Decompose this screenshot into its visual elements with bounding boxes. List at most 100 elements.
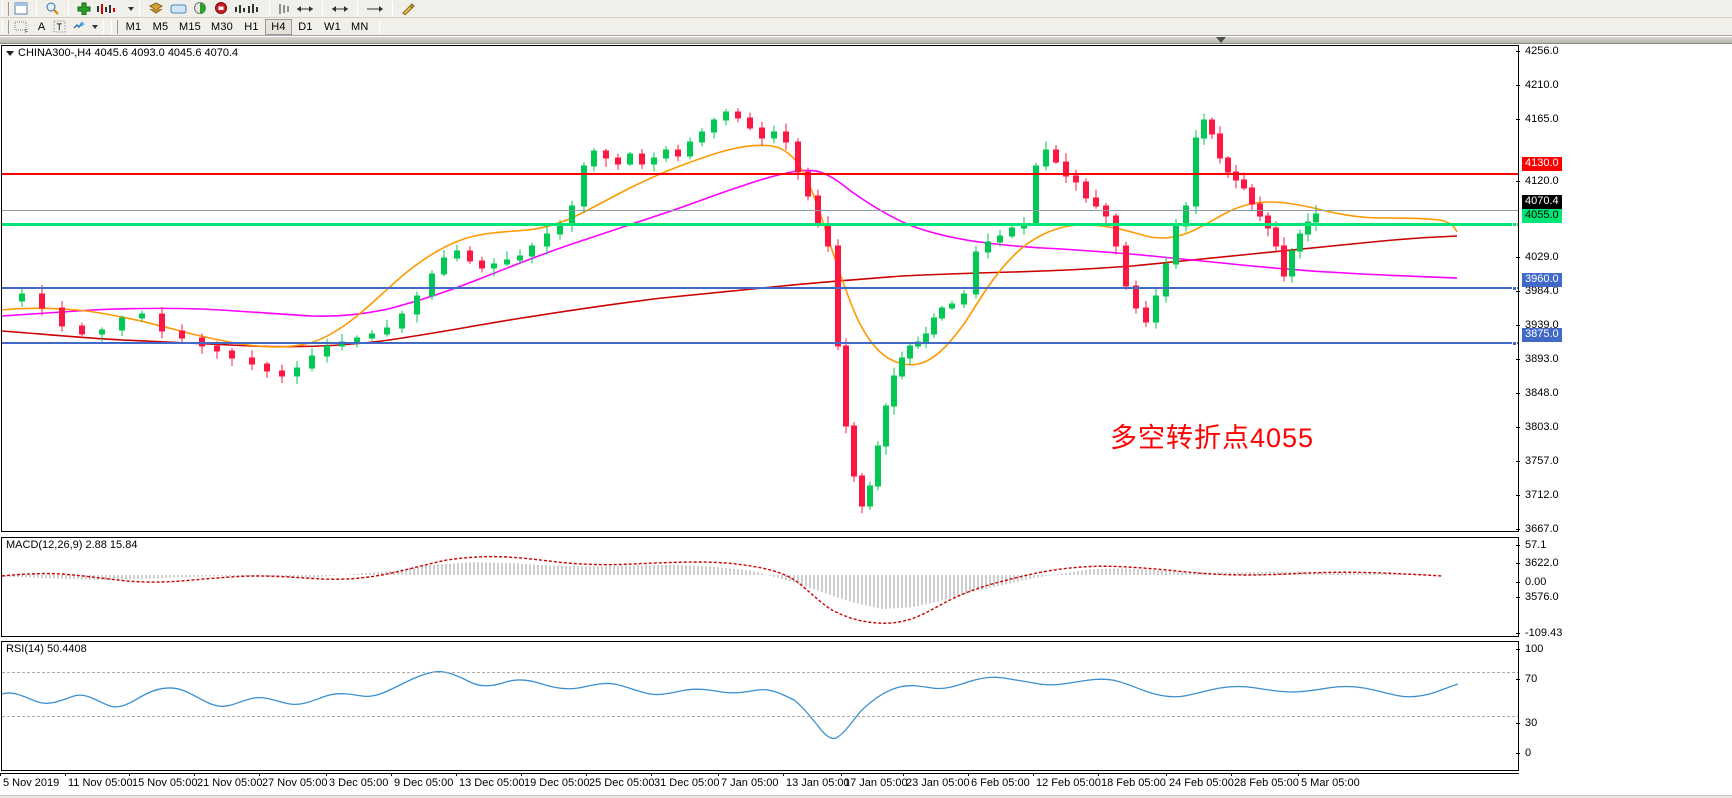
price-badge-4070[interactable]: 4070.4	[1522, 195, 1562, 209]
metaeditor-icon[interactable]	[211, 1, 232, 17]
autotrading-icon[interactable]	[94, 1, 126, 17]
level-line-4130[interactable]	[2, 173, 1518, 175]
price-badge-4130[interactable]: 4130.0	[1522, 157, 1562, 171]
zoom-out-icon[interactable]	[293, 1, 317, 17]
candlestick-series	[19, 108, 1319, 514]
price-tick: 3984.0	[1516, 285, 1559, 297]
main-toolbar[interactable]	[0, 0, 1732, 18]
price-badge-3960[interactable]: 3960.0	[1522, 273, 1562, 287]
date-label: 21 Nov 05:00	[193, 773, 263, 789]
tf-mn[interactable]: MN	[351, 20, 369, 33]
chart-annotation-text[interactable]: 多空转折点4055	[1110, 423, 1315, 453]
tf-h4[interactable]: H4	[265, 18, 292, 35]
price-tick: 3576.0	[1516, 591, 1559, 603]
level-line-3875[interactable]	[2, 342, 1518, 344]
level-line-4070[interactable]	[2, 210, 1518, 211]
date-label: 13 Jan 05:00	[783, 773, 850, 789]
level-line-4055[interactable]	[2, 223, 1518, 226]
macd-signal-line	[2, 555, 1443, 624]
templates-dropdown-icon[interactable]	[92, 24, 98, 29]
chart-symbol-label: CHINA300-,H4 4045.6 4093.0 4045.6 4070.4	[6, 47, 238, 59]
zoom-search-icon[interactable]	[42, 1, 63, 17]
data-window-icon[interactable]	[232, 1, 264, 17]
ma-mid-line	[2, 169, 1458, 317]
price-tick: 4165.0	[1516, 113, 1559, 125]
tf-m5[interactable]: M5	[152, 20, 169, 33]
indicators-icon[interactable]	[398, 1, 419, 17]
price-tick: 4210.0	[1516, 79, 1559, 91]
tf-d1[interactable]: D1	[298, 20, 313, 33]
price-tick: 3848.0	[1516, 387, 1559, 399]
new-chart-icon[interactable]	[11, 1, 31, 17]
date-label: 5 Mar 05:00	[1298, 773, 1360, 789]
price-badge-3875[interactable]: 3875.0	[1522, 328, 1562, 342]
toolbar-divider	[392, 1, 393, 16]
chart-window[interactable]: CHINA300-,H4 4045.6 4093.0 4045.6 4070.4…	[0, 37, 1732, 798]
crosshair-icon[interactable]: F	[11, 19, 33, 35]
new-order-icon[interactable]	[74, 1, 94, 17]
date-label: 7 Jan 05:00	[718, 773, 779, 789]
level-handle-4055[interactable]	[1512, 222, 1517, 227]
toolbar-divider	[103, 19, 104, 34]
macd-plot	[2, 555, 1451, 624]
rsi-tick: 30	[1515, 717, 1537, 729]
date-label: 31 Dec 05:00	[650, 773, 720, 789]
macd-tick: 0.00	[1515, 576, 1546, 588]
horizontal-scrollbar[interactable]	[0, 795, 1732, 798]
symbol-ohlc-text: CHINA300-,H4 4045.6 4093.0 4045.6 4070.4	[18, 47, 239, 59]
rsi-panel[interactable]: RSI(14) 50.4408	[1, 641, 1519, 771]
text-label-icon[interactable]: A	[37, 20, 46, 33]
macd-tick: -109.43	[1515, 627, 1562, 639]
chart-window-titlebar[interactable]	[0, 37, 1732, 44]
tf-m30[interactable]: M30	[211, 20, 233, 33]
date-label: 6 Feb 05:00	[968, 773, 1030, 789]
time-axis[interactable]: 5 Nov 2019 11 Nov 05:00 15 Nov 05:00 21 Nov…	[0, 773, 1519, 795]
chart-scroll-marker-icon[interactable]	[1216, 37, 1226, 43]
date-label: 28 Feb 05:00	[1231, 773, 1299, 789]
timeframe-grip[interactable]	[111, 19, 118, 34]
price-tick: 3893.0	[1516, 353, 1559, 365]
toolbar-divider	[378, 19, 380, 34]
tf-w1[interactable]: W1	[324, 20, 341, 33]
price-scale[interactable]: 4256.0 4210.0 4165.0 4120.0 4029.0 3984.…	[1515, 45, 1731, 771]
price-tick: 4029.0	[1516, 251, 1559, 263]
tf-m1[interactable]: M1	[125, 20, 142, 33]
date-label: 15 Nov 05:00	[128, 773, 198, 789]
date-label: 24 Feb 05:00	[1166, 773, 1234, 789]
bar-chart-icon[interactable]	[275, 1, 293, 17]
toolbar-grip-secondary[interactable]	[2, 19, 9, 34]
date-label: 9 Dec 05:00	[390, 773, 454, 789]
price-tick: 3803.0	[1516, 421, 1559, 433]
macd-tick: 57.1	[1515, 539, 1546, 551]
price-badge-4055[interactable]: 4055.0	[1522, 209, 1562, 223]
terminal-icon[interactable]	[167, 1, 190, 17]
line-studies-toolbar[interactable]: F A T M1 M5 M15 M30 H1 H4 D1 W1 MN	[0, 18, 1732, 36]
date-label: 13 Dec 05:00	[455, 773, 525, 789]
text-object-icon[interactable]: T	[50, 19, 69, 35]
level-handle-3960[interactable]	[1512, 286, 1517, 291]
chart-menu-triangle-icon[interactable]	[6, 50, 14, 56]
date-label: 5 Nov 2019	[0, 773, 60, 789]
price-panel[interactable]: CHINA300-,H4 4045.6 4093.0 4045.6 4070.4…	[1, 45, 1519, 532]
date-label: 11 Nov 05:00	[65, 773, 133, 789]
date-label: 25 Dec 05:00	[585, 773, 655, 789]
expert-advisor-icon[interactable]	[145, 1, 167, 17]
macd-panel[interactable]: MACD(12,26,9) 2.88 15.84	[1, 537, 1519, 637]
level-handle-3875[interactable]	[1512, 341, 1517, 346]
autotrading-dropdown-icon[interactable]	[128, 6, 134, 11]
price-tick: 3622.0	[1516, 557, 1559, 569]
price-tick: 3712.0	[1516, 489, 1559, 501]
level-line-3960[interactable]	[2, 287, 1518, 289]
date-label: 27 Nov 05:00	[258, 773, 328, 789]
rsi-tick: 100	[1515, 643, 1543, 655]
toolbar-divider	[357, 1, 358, 16]
tf-h1[interactable]: H1	[244, 20, 259, 33]
zoom-in-icon[interactable]	[328, 1, 352, 17]
tf-m15[interactable]: M15	[179, 20, 201, 33]
toolbar-divider	[322, 1, 323, 16]
shift-end-icon[interactable]	[363, 1, 387, 17]
toolbar-grip[interactable]	[2, 1, 9, 16]
templates-icon[interactable]	[69, 19, 90, 35]
rsi-tick: 0	[1515, 747, 1531, 759]
strategy-tester-icon[interactable]	[190, 1, 211, 17]
